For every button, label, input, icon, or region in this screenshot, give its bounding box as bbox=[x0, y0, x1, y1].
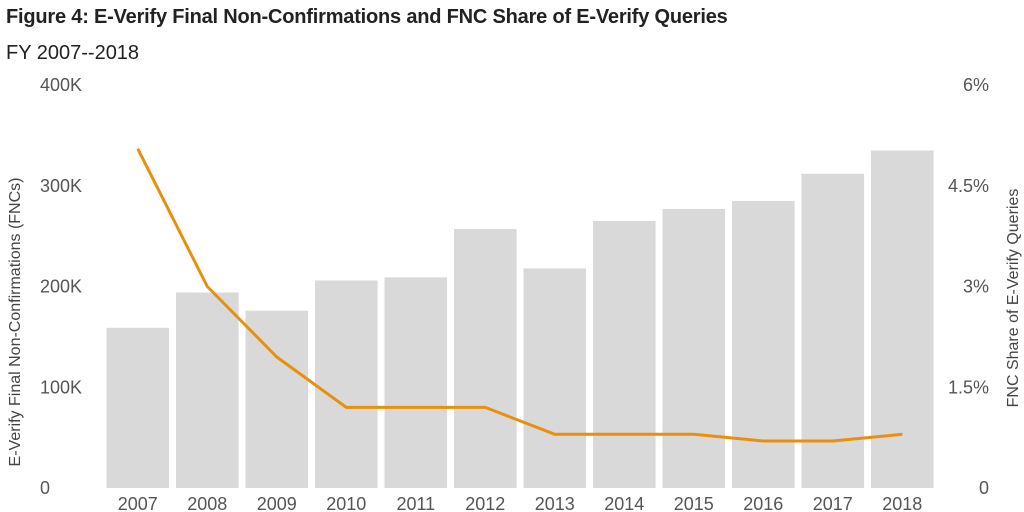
bar-2014 bbox=[593, 221, 656, 488]
x-tick-label: 2010 bbox=[326, 494, 366, 512]
y-tick-label: 0 bbox=[40, 478, 50, 498]
y2-tick-label: 0 bbox=[979, 478, 989, 498]
line-series bbox=[136, 148, 903, 443]
x-tick-label: 2015 bbox=[674, 494, 714, 512]
bar-2010 bbox=[315, 280, 378, 488]
fnc-share-line bbox=[136, 148, 903, 443]
x-tick-label: 2017 bbox=[813, 494, 853, 512]
x-tick-label: 2008 bbox=[187, 494, 227, 512]
y2-tick-label: 1.5% bbox=[948, 377, 989, 397]
bar-2012 bbox=[454, 229, 517, 488]
bar-2008 bbox=[176, 292, 239, 488]
y-tick-label: 400K bbox=[40, 75, 82, 95]
y-axis-right-ticks: 0 1.5% 3% 4.5% 6% bbox=[948, 75, 989, 498]
bar-2018 bbox=[871, 150, 934, 488]
y-tick-label: 300K bbox=[40, 176, 82, 196]
x-tick-label: 2016 bbox=[743, 494, 783, 512]
chart-subtitle: FY 2007--2018 bbox=[6, 42, 140, 64]
bar-2017 bbox=[801, 173, 865, 488]
y2-tick-label: 4.5% bbox=[948, 176, 989, 196]
x-tick-label: 2011 bbox=[396, 494, 435, 512]
bar-2015 bbox=[662, 208, 726, 488]
bar-series bbox=[106, 150, 934, 488]
bar-2007 bbox=[106, 327, 170, 488]
bar-2013 bbox=[523, 268, 587, 488]
x-tick-label: 2012 bbox=[465, 494, 505, 512]
x-tick-label: 2013 bbox=[535, 494, 575, 512]
y-axis-right-title: FNC Share of E-Verify Queries bbox=[1005, 189, 1022, 408]
x-tick-label: 2018 bbox=[882, 494, 922, 512]
y2-tick-label: 3% bbox=[963, 277, 989, 297]
y-axis-left-title: E-Verify Final Non-Confirmations (FNCs) bbox=[7, 178, 24, 467]
bar-2009 bbox=[245, 310, 309, 488]
x-tick-label: 2007 bbox=[118, 494, 158, 512]
y-axis-left-ticks: 0 100K 200K 300K 400K bbox=[40, 75, 82, 498]
y-tick-label: 200K bbox=[40, 277, 82, 297]
chart-title: Figure 4: E-Verify Final Non-Confirmatio… bbox=[6, 6, 728, 28]
x-axis-ticks: 2007 2008 2009 2010 2011 2012 2013 2014 2015 2016… bbox=[118, 494, 923, 512]
y2-tick-label: 6% bbox=[963, 75, 989, 95]
y-tick-label: 100K bbox=[40, 377, 82, 397]
x-tick-label: 2009 bbox=[257, 494, 297, 512]
bar-2016 bbox=[732, 200, 795, 488]
bar-2011 bbox=[384, 277, 448, 488]
x-tick-label: 2014 bbox=[604, 494, 644, 512]
